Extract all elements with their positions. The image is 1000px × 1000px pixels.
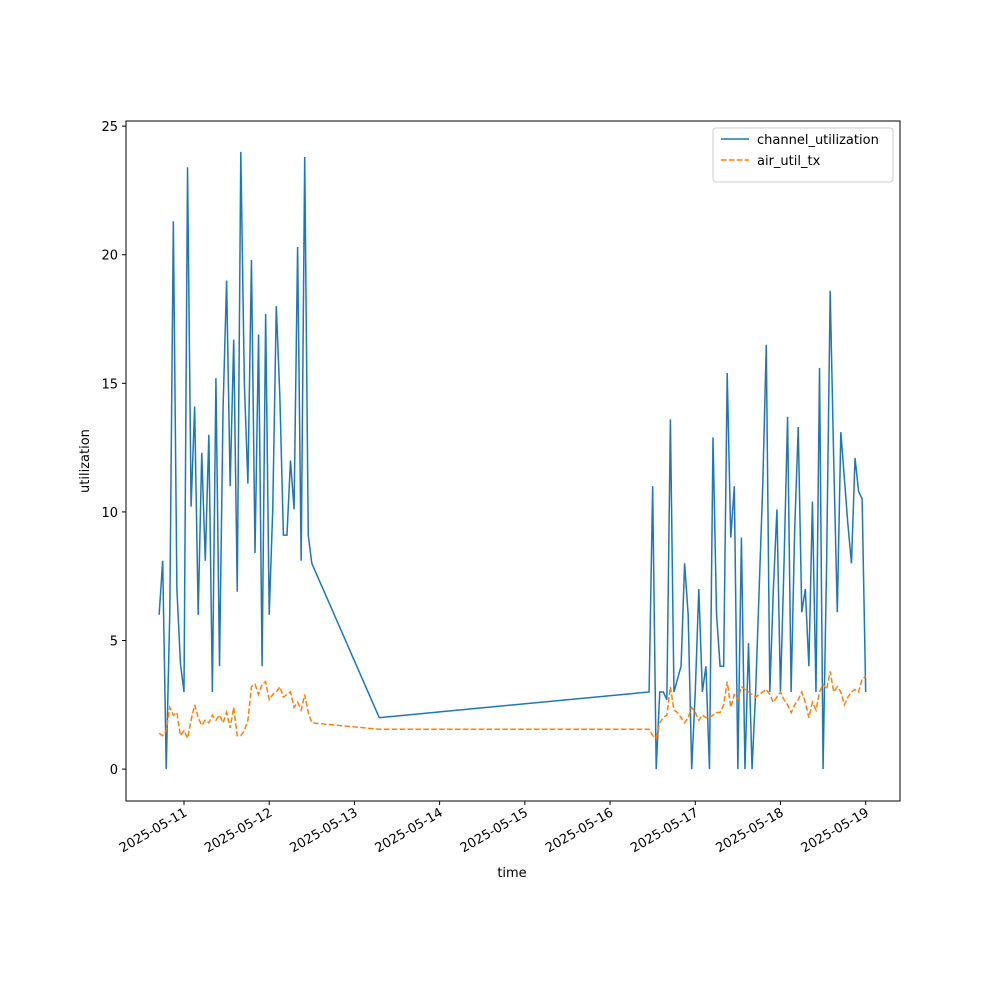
x-tick-label: 2025-05-18 <box>714 805 787 856</box>
y-tick-label: 25 <box>101 120 118 135</box>
y-tick-label: 20 <box>101 249 118 264</box>
x-tick-label: 2025-05-14 <box>373 805 446 856</box>
x-axis-label: time <box>497 866 526 881</box>
y-tick-label: 15 <box>101 377 118 392</box>
x-tick-label: 2025-05-13 <box>287 805 360 856</box>
series-line <box>158 151 867 770</box>
x-tick-label: 2025-05-19 <box>799 805 872 856</box>
legend-label: channel_utilization <box>757 133 879 148</box>
legend-box <box>712 127 894 183</box>
y-tick-label: 5 <box>110 635 118 650</box>
x-tick-label: 2025-05-17 <box>628 805 701 856</box>
x-tick-label: 2025-05-15 <box>458 805 531 856</box>
y-axis-label: utilization <box>78 429 93 493</box>
series-line <box>158 671 867 741</box>
y-tick-label: 0 <box>110 763 118 778</box>
x-tick-label: 2025-05-12 <box>202 805 275 856</box>
plot-frame <box>125 120 901 802</box>
legend-label: air_util_tx <box>757 154 821 169</box>
x-tick-label: 2025-05-16 <box>543 805 616 856</box>
x-tick-label: 2025-05-11 <box>117 805 190 856</box>
y-tick-label: 10 <box>101 506 118 521</box>
